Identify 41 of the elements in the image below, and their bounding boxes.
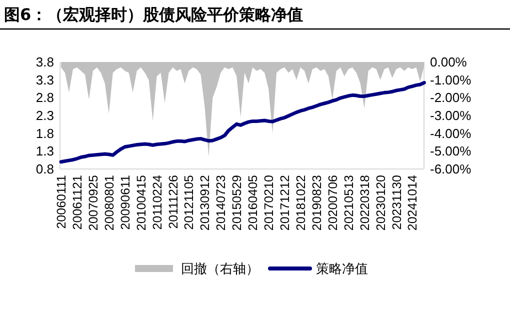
y2-tick-label: -5.00% (430, 144, 472, 159)
legend-label: 回撤（右轴） (181, 262, 259, 277)
x-tick-label: 20061121 (70, 174, 84, 230)
x-tick-label: 20080801 (102, 174, 116, 231)
x-tick-label: 20210513 (342, 174, 356, 231)
x-tick-label: 20200706 (326, 174, 340, 231)
y-tick-label: 3.8 (36, 54, 54, 70)
x-tick-label: 20181022 (294, 174, 308, 231)
x-tick-label: 20160405 (246, 174, 260, 231)
x-tick-label: 20100415 (134, 174, 148, 231)
x-tick-label: 20231130 (390, 174, 404, 230)
y2-tick-label: -4.00% (430, 126, 472, 141)
x-tick-label: 20241014 (406, 174, 420, 231)
y-tick-label: 1.3 (36, 144, 54, 159)
y-tick-label: 0.8 (36, 162, 54, 176)
x-tick-label: 20230120 (374, 174, 388, 231)
legend-label: 策略净值 (316, 262, 368, 277)
y-tick-label: 2.3 (36, 108, 54, 123)
x-tick-label: 20070925 (86, 174, 100, 231)
y-tick-label: 2.8 (36, 90, 54, 106)
x-tick-label: 20121105 (182, 174, 196, 230)
x-tick-label: 20090611 (118, 174, 132, 230)
x-tick-label: 20060111 (54, 174, 68, 229)
x-tick-label: 20170210 (262, 174, 276, 231)
x-tick-label: 20190823 (310, 174, 324, 231)
x-tick-label: 20111226 (166, 174, 180, 229)
y2-tick-label: -1.00% (430, 72, 472, 88)
x-tick-label: 20171212 (278, 174, 292, 231)
y2-tick-label: -6.00% (430, 162, 472, 176)
chart-title: 图6：（宏观择时）股债风险平价策略净值 (4, 5, 304, 24)
y-tick-label: 1.8 (36, 126, 54, 141)
x-tick-label: 20150529 (230, 174, 244, 231)
line-series (59, 80, 426, 164)
x-tick-label: 20130912 (198, 174, 212, 231)
y-tick-label: 3.3 (36, 72, 54, 88)
x-tick-label: 20110224 (150, 174, 164, 230)
x-tick-label: 20140723 (214, 174, 228, 231)
y2-tick-label: 0.00% (430, 54, 468, 70)
y2-tick-label: -2.00% (430, 90, 472, 106)
x-tick-label: 20220318 (358, 174, 372, 231)
y2-tick-label: -3.00% (430, 108, 472, 123)
